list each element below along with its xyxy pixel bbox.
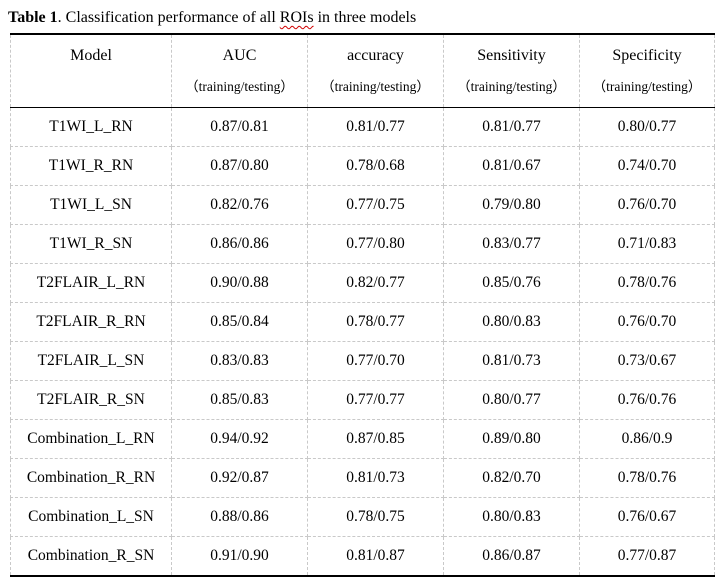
sensitivity-cell: 0.82/0.70 (443, 458, 580, 498)
table-caption-number: Table 1 (8, 9, 58, 26)
table-caption-text: . Classification performance of all (57, 9, 280, 26)
column-label: accuracy (347, 47, 404, 64)
column-label: AUC (222, 47, 257, 64)
sensitivity-cell: 0.79/0.80 (443, 185, 580, 225)
column-sublabel: （training/testing） (185, 79, 294, 94)
specificity-cell: 0.74/0.70 (579, 146, 715, 186)
accuracy-cell: 0.81/0.73 (307, 458, 444, 498)
sensitivity-cell: 0.81/0.77 (443, 107, 580, 147)
model-name-cell: T1WI_L_RN (10, 107, 172, 147)
auc-cell: 0.90/0.88 (171, 263, 308, 303)
column-header-sensitivity: Sensitivity （training/testing） (443, 33, 580, 108)
accuracy-cell: 0.78/0.75 (307, 497, 444, 537)
sensitivity-cell: 0.80/0.77 (443, 380, 580, 420)
table-row: T2FLAIR_R_RN 0.85/0.84 0.78/0.77 0.80/0.… (10, 302, 715, 342)
column-header-specificity: Specificity （training/testing） (579, 33, 715, 108)
table-row: Combination_R_RN 0.92/0.87 0.81/0.73 0.8… (10, 458, 715, 498)
model-name-cell: Combination_R_RN (10, 458, 172, 498)
auc-cell: 0.87/0.80 (171, 146, 308, 186)
sensitivity-cell: 0.81/0.67 (443, 146, 580, 186)
accuracy-cell: 0.78/0.68 (307, 146, 444, 186)
table-row: T1WI_R_SN 0.86/0.86 0.77/0.80 0.83/0.77 … (10, 224, 715, 264)
auc-cell: 0.88/0.86 (171, 497, 308, 537)
table-caption-tail: in three models (313, 9, 417, 26)
specificity-cell: 0.71/0.83 (579, 224, 715, 264)
sensitivity-cell: 0.80/0.83 (443, 302, 580, 342)
accuracy-cell: 0.82/0.77 (307, 263, 444, 303)
accuracy-cell: 0.77/0.77 (307, 380, 444, 420)
column-header-accuracy: accuracy （training/testing） (307, 33, 444, 108)
specificity-cell: 0.78/0.76 (579, 458, 715, 498)
accuracy-cell: 0.87/0.85 (307, 419, 444, 459)
column-sublabel: （training/testing） (457, 79, 566, 94)
accuracy-cell: 0.81/0.77 (307, 107, 444, 147)
table-row: T2FLAIR_L_RN 0.90/0.88 0.82/0.77 0.85/0.… (10, 263, 715, 303)
auc-cell: 0.83/0.83 (171, 341, 308, 381)
auc-cell: 0.87/0.81 (171, 107, 308, 147)
model-name-cell: Combination_R_SN (10, 536, 172, 577)
model-name-cell: T1WI_R_SN (10, 224, 172, 264)
specificity-cell: 0.78/0.76 (579, 263, 715, 303)
specificity-cell: 0.76/0.70 (579, 302, 715, 342)
sensitivity-cell: 0.86/0.87 (443, 536, 580, 577)
model-name-cell: T2FLAIR_R_SN (10, 380, 172, 420)
table-row: Combination_L_SN 0.88/0.86 0.78/0.75 0.8… (10, 497, 715, 537)
specificity-cell: 0.86/0.9 (579, 419, 715, 459)
accuracy-cell: 0.77/0.70 (307, 341, 444, 381)
accuracy-cell: 0.77/0.75 (307, 185, 444, 225)
model-name-cell: T1WI_R_RN (10, 146, 172, 186)
column-sublabel (12, 66, 171, 78)
specificity-cell: 0.76/0.70 (579, 185, 715, 225)
auc-cell: 0.94/0.92 (171, 419, 308, 459)
specificity-cell: 0.80/0.77 (579, 107, 715, 147)
auc-cell: 0.85/0.84 (171, 302, 308, 342)
model-name-cell: T2FLAIR_L_SN (10, 341, 172, 381)
table-row: T1WI_R_RN 0.87/0.80 0.78/0.68 0.81/0.67 … (10, 146, 715, 186)
column-label: Model (70, 47, 112, 64)
sensitivity-cell: 0.85/0.76 (443, 263, 580, 303)
column-header-model: Model (10, 33, 172, 108)
accuracy-cell: 0.78/0.77 (307, 302, 444, 342)
auc-cell: 0.82/0.76 (171, 185, 308, 225)
column-sublabel: （training/testing） (592, 79, 702, 94)
auc-cell: 0.85/0.83 (171, 380, 308, 420)
model-name-cell: T2FLAIR_R_RN (10, 302, 172, 342)
sensitivity-cell: 0.83/0.77 (443, 224, 580, 264)
model-name-cell: T2FLAIR_L_RN (10, 263, 172, 303)
table-row: Combination_R_SN 0.91/0.90 0.81/0.87 0.8… (10, 536, 715, 577)
model-name-cell: Combination_L_RN (10, 419, 172, 459)
auc-cell: 0.86/0.86 (171, 224, 308, 264)
column-label: Sensitivity (477, 47, 546, 64)
table-caption: Table 1. Classification performance of a… (0, 0, 722, 29)
header-row: Model AUC （training/testing） accuracy （t… (10, 33, 715, 108)
sensitivity-cell: 0.81/0.73 (443, 341, 580, 381)
sensitivity-cell: 0.89/0.80 (443, 419, 580, 459)
accuracy-cell: 0.77/0.80 (307, 224, 444, 264)
column-sublabel: （training/testing） (321, 79, 430, 94)
classification-results-table: Model AUC （training/testing） accuracy （t… (10, 33, 715, 577)
specificity-cell: 0.76/0.67 (579, 497, 715, 537)
column-label: Specificity (612, 47, 682, 64)
table-row: T1WI_L_SN 0.82/0.76 0.77/0.75 0.79/0.80 … (10, 185, 715, 225)
specificity-cell: 0.77/0.87 (579, 536, 715, 577)
column-header-auc: AUC （training/testing） (171, 33, 308, 108)
table-row: T2FLAIR_L_SN 0.83/0.83 0.77/0.70 0.81/0.… (10, 341, 715, 381)
table-row: T1WI_L_RN 0.87/0.81 0.81/0.77 0.81/0.77 … (10, 107, 715, 147)
table-row: Combination_L_RN 0.94/0.92 0.87/0.85 0.8… (10, 419, 715, 459)
auc-cell: 0.92/0.87 (171, 458, 308, 498)
sensitivity-cell: 0.80/0.83 (443, 497, 580, 537)
accuracy-cell: 0.81/0.87 (307, 536, 444, 577)
model-name-cell: T1WI_L_SN (10, 185, 172, 225)
misspelled-word[interactable]: ROIs (279, 9, 314, 26)
specificity-cell: 0.76/0.76 (579, 380, 715, 420)
auc-cell: 0.91/0.90 (171, 536, 308, 577)
specificity-cell: 0.73/0.67 (579, 341, 715, 381)
model-name-cell: Combination_L_SN (10, 497, 172, 537)
table-row: T2FLAIR_R_SN 0.85/0.83 0.77/0.77 0.80/0.… (10, 380, 715, 420)
